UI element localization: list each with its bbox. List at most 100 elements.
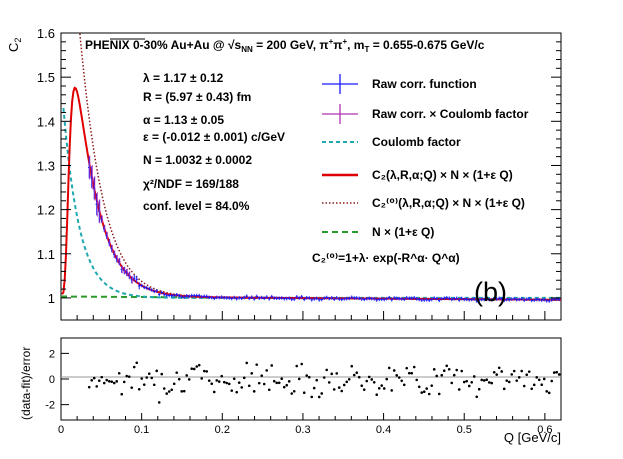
residual-point bbox=[410, 371, 414, 375]
residual-point bbox=[420, 391, 424, 394]
residual-point bbox=[222, 380, 226, 384]
residual-point bbox=[425, 387, 429, 390]
legend-entry-c0: C₂⁽⁰⁾(λ,R,α;Q) × N × (1+ε Q) bbox=[322, 196, 525, 210]
residual-point bbox=[510, 373, 514, 376]
y-tick-label: 1.6 bbox=[37, 26, 55, 41]
residual-point bbox=[447, 367, 451, 371]
residual-point bbox=[477, 387, 481, 391]
residual-point bbox=[142, 383, 146, 386]
residual-point bbox=[415, 378, 419, 382]
residual-point bbox=[242, 376, 246, 380]
param-conf-level: conf. level = 84.0% bbox=[143, 199, 250, 213]
residual-point bbox=[247, 384, 251, 388]
residual-point bbox=[300, 362, 304, 366]
residual-point bbox=[532, 383, 536, 387]
residual-point bbox=[105, 378, 109, 382]
residual-point bbox=[127, 375, 131, 378]
residual-point bbox=[232, 377, 236, 381]
residual-point bbox=[455, 368, 459, 372]
residual-point bbox=[377, 386, 381, 390]
residual-point bbox=[450, 381, 454, 385]
residual-point bbox=[145, 376, 149, 379]
residual-point bbox=[110, 380, 114, 384]
param-alpha: α = 1.13 ± 0.05 bbox=[143, 113, 224, 127]
residual-point bbox=[422, 390, 426, 394]
residual-point bbox=[492, 370, 496, 374]
residual-point bbox=[445, 364, 449, 368]
residual-point bbox=[462, 380, 466, 384]
residual-point bbox=[517, 376, 521, 379]
residual-point bbox=[190, 367, 194, 370]
residual-point bbox=[387, 366, 391, 370]
residual-point bbox=[337, 386, 341, 389]
axis-ticks: 1 1.1 1.2 1.3 1.4 1.5 1.6 0 0.1 0.2 0.3 0.4 0.5 0.6 2 0… bbox=[37, 26, 561, 436]
residual-point bbox=[367, 375, 371, 379]
residual-point bbox=[325, 368, 329, 372]
residual-point bbox=[262, 382, 266, 386]
residual-point bbox=[525, 373, 529, 376]
legend-entry-fit: C₂(λ,R,α;Q) × N × (1+ε Q) bbox=[322, 168, 513, 182]
x-tick-label: 0 bbox=[58, 424, 64, 436]
residual-point bbox=[520, 369, 524, 373]
legend-entry-coulomb: Coulomb factor bbox=[322, 135, 461, 149]
residual-point bbox=[132, 365, 136, 369]
legend-label-c0: C₂⁽⁰⁾(λ,R,α;Q) × N × (1+ε Q) bbox=[372, 196, 525, 210]
x-tick-label: 0.2 bbox=[215, 424, 230, 436]
residual-point bbox=[305, 374, 309, 377]
x-tick-label: 0.1 bbox=[134, 424, 149, 436]
main-plot-frame bbox=[60, 32, 562, 321]
residual-point bbox=[157, 401, 161, 404]
residual-point bbox=[112, 381, 116, 385]
residual-point bbox=[292, 389, 296, 393]
param-radius: R = (5.97 ± 0.43) fm bbox=[143, 90, 251, 104]
residual-point bbox=[87, 385, 91, 389]
residual-point bbox=[277, 381, 281, 385]
residual-point bbox=[255, 363, 259, 366]
residual-point bbox=[497, 366, 501, 370]
residual-point bbox=[272, 379, 276, 383]
residual-point bbox=[270, 364, 274, 367]
residual-point bbox=[352, 373, 356, 377]
residual-point bbox=[175, 371, 179, 374]
residual-point bbox=[97, 379, 101, 382]
residual-point bbox=[182, 389, 186, 393]
residual-point bbox=[472, 375, 476, 378]
residual-point bbox=[457, 388, 461, 391]
residual-point bbox=[235, 390, 239, 394]
residual-y-tick-label: 0 bbox=[49, 374, 55, 386]
residual-point bbox=[102, 381, 106, 385]
panel-label: (b) bbox=[474, 277, 507, 307]
residual-point bbox=[177, 377, 181, 381]
residual-point bbox=[315, 378, 319, 382]
y-tick-label: 1.3 bbox=[37, 158, 55, 173]
residual-points bbox=[87, 361, 561, 404]
residual-point bbox=[125, 374, 129, 378]
residual-point bbox=[195, 365, 199, 368]
residual-point bbox=[392, 369, 396, 372]
residual-point bbox=[427, 392, 431, 396]
residual-point bbox=[212, 390, 216, 394]
y-tick-label: 1.2 bbox=[37, 203, 55, 218]
residual-point bbox=[165, 392, 169, 395]
residual-point bbox=[335, 372, 339, 375]
residual-point bbox=[550, 379, 554, 383]
residual-point bbox=[295, 364, 299, 368]
residual-point bbox=[362, 388, 366, 391]
residual-point bbox=[412, 365, 416, 369]
residual-point bbox=[225, 381, 229, 385]
residual-point bbox=[162, 387, 166, 390]
residual-point bbox=[482, 379, 486, 382]
residual-point bbox=[130, 386, 134, 389]
residual-point bbox=[317, 395, 321, 399]
residual-point bbox=[275, 381, 279, 385]
residual-point bbox=[120, 392, 124, 396]
residual-point bbox=[180, 390, 184, 393]
residual-point bbox=[357, 375, 361, 379]
residual-point bbox=[280, 377, 284, 380]
residual-point bbox=[507, 380, 511, 384]
residual-point bbox=[237, 381, 241, 384]
residual-point bbox=[342, 383, 346, 387]
residual-point bbox=[312, 386, 316, 390]
residual-point bbox=[365, 379, 369, 383]
param-norm: N = 1.0032 ± 0.0002 bbox=[143, 153, 252, 167]
